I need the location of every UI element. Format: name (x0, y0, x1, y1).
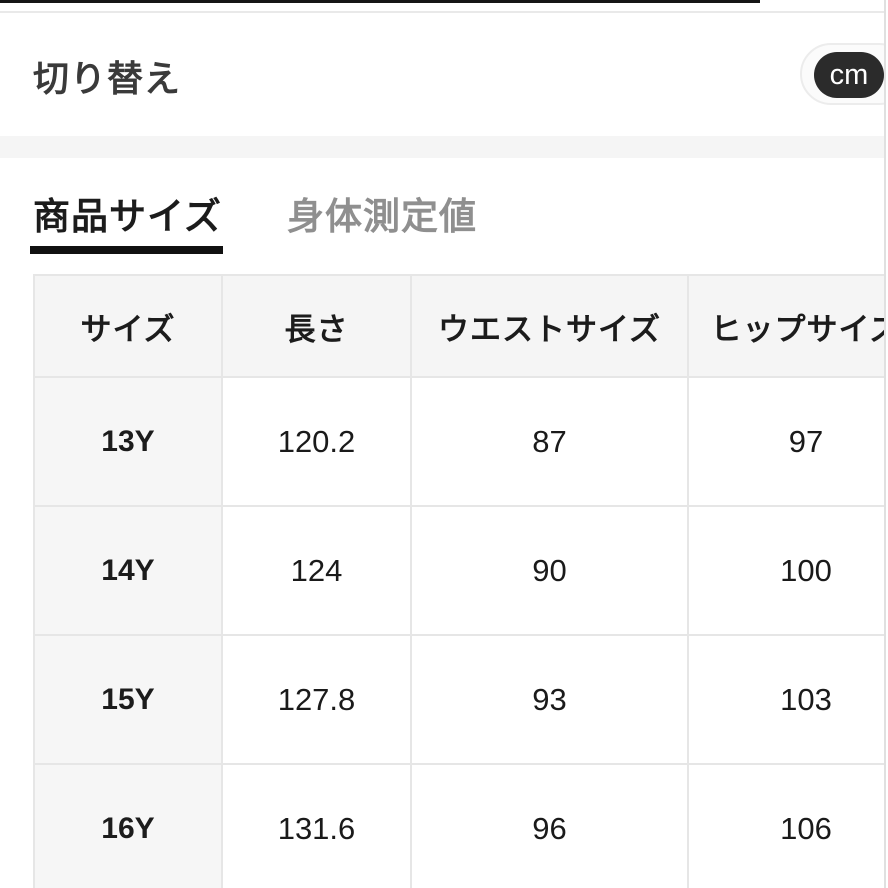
cell-waist: 93 (410, 634, 689, 765)
unit-switch-label: 切り替え (33, 58, 182, 99)
row-size-label: 15Y (33, 634, 223, 765)
table-row: 16Y 131.6 96 106 (33, 763, 884, 888)
header-divider (0, 11, 884, 13)
cell-waist: 87 (410, 376, 689, 507)
cell-waist: 90 (410, 505, 689, 636)
panel-right-edge (884, 0, 886, 888)
cell-length: 124 (221, 505, 412, 636)
cell-hip: 103 (687, 634, 884, 765)
tab-product-size[interactable]: 商品サイズ (33, 196, 222, 237)
row-size-label: 14Y (33, 505, 223, 636)
column-header-waist: ウエストサイズ (410, 274, 689, 378)
tab-body-measurements[interactable]: 身体測定値 (287, 196, 477, 237)
cell-hip: 106 (687, 763, 884, 888)
cell-length: 120.2 (221, 376, 412, 507)
unit-toggle[interactable]: cm (800, 43, 884, 105)
row-size-label: 13Y (33, 376, 223, 507)
section-divider-band (0, 136, 884, 158)
table-row: 15Y 127.8 93 103 (33, 634, 884, 765)
column-header-hip: ヒップサイズ (687, 274, 884, 378)
cell-hip: 97 (687, 376, 884, 507)
cell-waist: 96 (410, 763, 689, 888)
size-table: サイズ 長さ ウエストサイズ ヒップサイズ 13Y 120.2 87 97 14… (33, 274, 884, 888)
table-header-row: サイズ 長さ ウエストサイズ ヒップサイズ (33, 274, 884, 378)
cell-length: 131.6 (221, 763, 412, 888)
cell-length: 127.8 (221, 634, 412, 765)
table-row: 13Y 120.2 87 97 (33, 376, 884, 507)
row-size-label: 16Y (33, 763, 223, 888)
cell-hip: 100 (687, 505, 884, 636)
column-header-length: 長さ (221, 274, 412, 378)
column-header-size: サイズ (33, 274, 223, 378)
active-tab-indicator (30, 246, 223, 254)
top-sheet-remnant (0, 0, 760, 3)
table-row: 14Y 124 90 100 (33, 505, 884, 636)
unit-option-cm[interactable]: cm (814, 52, 884, 98)
